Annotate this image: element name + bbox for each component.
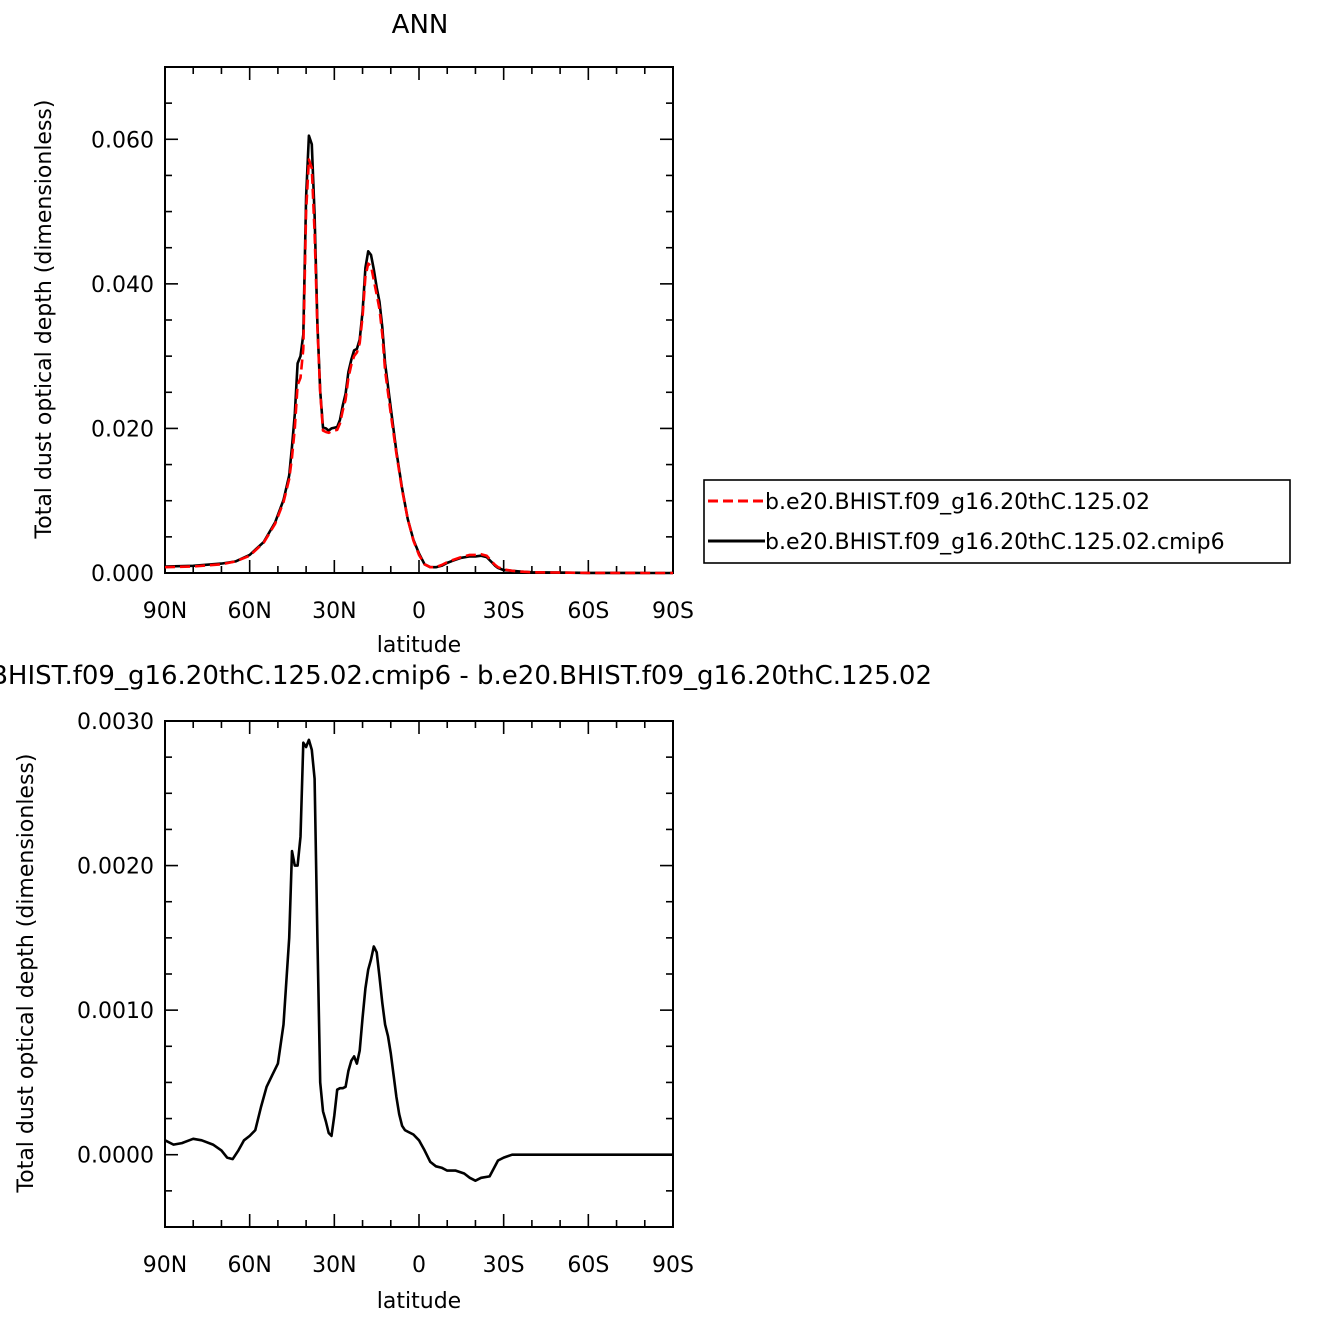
bottom-x-axis-label: latitude xyxy=(377,1289,461,1314)
y-tick-label: 0.000 xyxy=(91,562,154,587)
bottom-y-axis-label: Total dust optical depth (dimensionless) xyxy=(14,754,39,1194)
x-tick-label: 60N xyxy=(227,599,271,624)
x-tick-label: 60N xyxy=(227,1253,271,1278)
legend: b.e20.BHIST.f09_g16.20thC.125.02 b.e20.B… xyxy=(703,479,1291,564)
top-title: ANN xyxy=(392,10,449,40)
x-tick-label: 30N xyxy=(312,1253,356,1278)
x-tick-label: 90N xyxy=(143,599,187,624)
top-x-axis-label: latitude xyxy=(377,633,461,658)
x-tick-label: 90S xyxy=(652,599,694,624)
x-tick-label: 90N xyxy=(143,1253,187,1278)
x-tick-label: 90S xyxy=(652,1253,694,1278)
bottom-title: b.e20.BHIST.f09_g16.20thC.125.02.cmip6 -… xyxy=(0,661,932,691)
y-tick-label: 0.060 xyxy=(91,128,154,153)
legend-label-2: b.e20.BHIST.f09_g16.20thC.125.02.cmip6 xyxy=(765,530,1225,555)
x-tick-label: 0 xyxy=(412,1253,426,1278)
y-tick-label: 0.0000 xyxy=(77,1144,154,1169)
panel-bottom: b.e20.BHIST.f09_g16.20thC.125.02.cmip6 -… xyxy=(0,661,932,1314)
top-plot-area: 90N 60N 30N 0 30S 60S 90S 0.000 0.020 0.040 0.060 xyxy=(91,66,694,624)
legend-box xyxy=(703,479,1291,564)
y-tick-label: 0.020 xyxy=(91,417,154,442)
top-y-axis-label: Total dust optical depth (dimensionless) xyxy=(32,100,57,540)
panel-top: ANN 90N 60N 30N 0 30S 60S 90S 0.000 0.020 0.040 0.… xyxy=(32,10,694,658)
series-line-1 xyxy=(164,738,673,1182)
y-tick-label: 0.040 xyxy=(91,273,154,298)
y-tick-label: 0.0010 xyxy=(77,999,154,1024)
series-line-2 xyxy=(164,134,673,575)
plot-frame xyxy=(164,720,674,1228)
x-tick-label: 30S xyxy=(483,1253,525,1278)
legend-label-1: b.e20.BHIST.f09_g16.20thC.125.02 xyxy=(765,490,1150,515)
x-tick-label: 60S xyxy=(567,599,609,624)
y-tick-label: 0.0030 xyxy=(77,710,154,735)
y-tick-label: 0.0020 xyxy=(77,855,154,880)
x-tick-label: 0 xyxy=(412,599,426,624)
x-tick-label: 60S xyxy=(567,1253,609,1278)
x-tick-label: 30S xyxy=(483,599,525,624)
plot-frame xyxy=(164,66,674,574)
x-tick-label: 30N xyxy=(312,599,356,624)
series-line-1 xyxy=(164,158,673,575)
bottom-plot-area: 90N 60N 30N 0 30S 60S 90S 0.0000 0.0010 0.0020 0.0… xyxy=(77,710,694,1278)
